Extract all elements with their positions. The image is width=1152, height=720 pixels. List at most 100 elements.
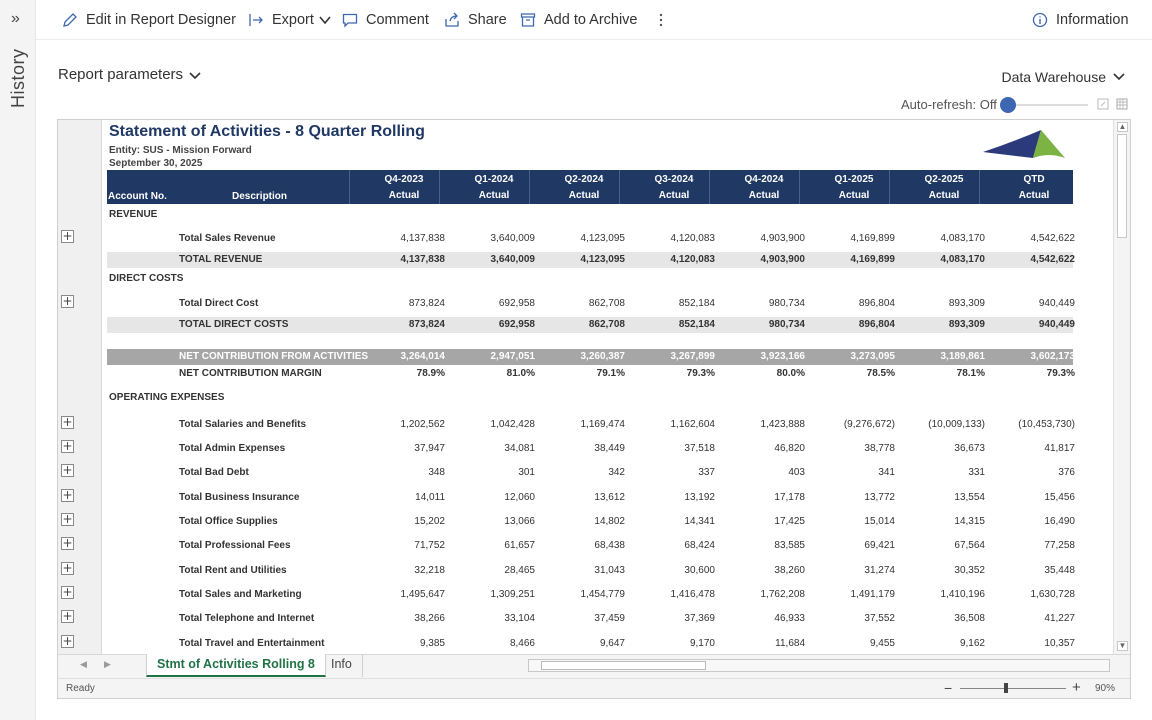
value-cell: 4,083,170 <box>940 233 986 244</box>
value-cell: 3,602,173 <box>1030 351 1076 362</box>
chevron-down-icon <box>189 71 201 79</box>
row-description: Total Office Supplies <box>179 516 278 527</box>
section-label: REVENUE <box>109 209 158 220</box>
vertical-scroll-thumb[interactable] <box>1117 134 1127 238</box>
expand-history-icon[interactable]: » <box>11 10 20 27</box>
value-cell: 46,820 <box>774 443 805 454</box>
section-label: OPERATING EXPENSES <box>109 392 225 403</box>
row-description: Total Salaries and Benefits <box>179 419 307 430</box>
table-row: NET CONTRIBUTION FROM ACTIVITIES 3,264,01… <box>107 349 1075 365</box>
value-cell: 37,369 <box>684 613 715 624</box>
chevron-down-icon <box>319 16 331 25</box>
tab-stmt-of-activities[interactable]: Stmt of Activities Rolling 8 <box>146 654 326 677</box>
tab-info[interactable]: Info <box>321 654 363 677</box>
history-label[interactable]: History <box>8 48 28 108</box>
zoom-slider-track[interactable] <box>960 688 1066 689</box>
account-no-header: Account No. <box>108 191 167 202</box>
period-type-header: Actual <box>658 190 690 201</box>
value-cell: 348 <box>428 467 445 478</box>
horizontal-scroll-thumb[interactable] <box>541 661 706 670</box>
prev-sheet-icon[interactable]: ◀ <box>80 659 87 669</box>
value-cell: 61,657 <box>504 540 535 551</box>
comment-button[interactable]: Comment <box>342 10 429 30</box>
auto-refresh-slider[interactable] <box>1000 97 1090 113</box>
expand-row-button[interactable]: + <box>61 415 74 429</box>
expand-row-button[interactable]: + <box>61 536 74 550</box>
table-row: Total Telephone and Internet 38,266 33,104… <box>107 611 1075 627</box>
comment-icon <box>342 13 358 28</box>
horizontal-scrollbar[interactable] <box>528 659 1110 672</box>
value-cell: 13,192 <box>684 492 715 503</box>
vertical-scrollbar[interactable]: ▲ ▼ <box>1113 120 1130 654</box>
information-label: Information <box>1056 12 1129 28</box>
value-cell: 852,184 <box>678 319 715 330</box>
value-cell: 31,274 <box>864 565 895 576</box>
edit-in-report-designer-button[interactable]: Edit in Report Designer <box>62 10 236 30</box>
value-cell: 9,455 <box>869 638 895 649</box>
value-cell: 12,060 <box>504 492 535 503</box>
sheet-tab-bar: ◀ ▶ Stmt of Activities Rolling 8 Info <box>58 654 1130 678</box>
next-sheet-icon[interactable]: ▶ <box>104 659 111 669</box>
value-cell: 79.3% <box>686 368 715 379</box>
expand-row-button[interactable]: + <box>61 609 74 623</box>
share-label: Share <box>468 12 507 28</box>
share-button[interactable]: Share <box>444 10 507 30</box>
header-separator <box>619 170 620 204</box>
zoom-level: 90% <box>1095 683 1116 694</box>
grid-view-icon[interactable] <box>1116 98 1128 110</box>
value-cell: 16,490 <box>1044 516 1075 527</box>
value-cell: 38,449 <box>594 443 625 454</box>
toolbar: Edit in Report Designer Export Comment S… <box>36 0 1152 40</box>
expand-row-button[interactable]: + <box>61 634 74 648</box>
row-description: TOTAL REVENUE <box>179 254 263 265</box>
value-cell: (9,276,672) <box>843 419 895 430</box>
row-description: Total Professional Fees <box>179 540 291 551</box>
value-cell: 980,734 <box>768 319 805 330</box>
expand-icon[interactable] <box>1097 98 1109 110</box>
slider-track <box>1008 104 1088 106</box>
row-description: NET CONTRIBUTION MARGIN <box>179 368 322 379</box>
value-cell: 68,424 <box>684 540 715 551</box>
expand-row-button[interactable]: + <box>61 585 74 599</box>
period-type-header: Actual <box>838 190 870 201</box>
expand-row-button[interactable]: + <box>61 488 74 502</box>
period-header: Q4-2023 <box>384 174 424 185</box>
value-cell: 79.1% <box>596 368 625 379</box>
expand-row-button[interactable]: + <box>61 439 74 453</box>
expand-row-button[interactable]: + <box>61 512 74 526</box>
header-separator <box>349 170 350 204</box>
pencil-icon <box>63 13 77 27</box>
expand-row-button[interactable]: + <box>61 463 74 477</box>
expand-row-button[interactable]: + <box>61 294 74 308</box>
value-cell: 15,014 <box>864 516 895 527</box>
zoom-in-button[interactable]: + <box>1072 679 1081 696</box>
export-icon <box>249 14 263 26</box>
value-cell: 940,449 <box>1038 298 1075 309</box>
export-label: Export <box>272 12 314 28</box>
expand-row-button[interactable]: + <box>61 229 74 243</box>
value-cell: 4,169,899 <box>850 254 896 265</box>
zoom-slider-knob[interactable] <box>1004 683 1008 693</box>
report-parameters-toggle[interactable]: Report parameters <box>58 66 202 83</box>
value-cell: 893,309 <box>948 298 985 309</box>
value-cell: 31,043 <box>594 565 625 576</box>
export-button[interactable]: Export <box>248 10 332 30</box>
value-cell: 4,137,838 <box>400 254 446 265</box>
slider-knob[interactable] <box>1000 97 1016 113</box>
period-header: Q4-2024 <box>744 174 784 185</box>
add-to-archive-button[interactable]: Add to Archive <box>520 10 638 30</box>
table-row: Total Office Supplies 15,202 13,066 14,802 1… <box>107 514 1075 530</box>
value-cell: 4,542,622 <box>1030 233 1076 244</box>
scroll-up-icon[interactable]: ▲ <box>1117 122 1128 132</box>
more-options-button[interactable] <box>656 10 674 30</box>
zoom-out-button[interactable]: − <box>944 680 953 696</box>
table-row: Total Direct Cost 873,824 692,958 862,708 85… <box>107 296 1075 312</box>
period-type-header: Actual <box>748 190 780 201</box>
information-button[interactable]: Information <box>1032 10 1129 30</box>
data-source-dropdown[interactable]: Data Warehouse <box>1001 69 1126 85</box>
scroll-down-icon[interactable]: ▼ <box>1117 641 1128 651</box>
period-header: Q2-2024 <box>564 174 604 185</box>
value-cell: 980,734 <box>768 298 805 309</box>
expand-row-button[interactable]: + <box>61 561 74 575</box>
value-cell: (10,009,133) <box>928 419 985 430</box>
